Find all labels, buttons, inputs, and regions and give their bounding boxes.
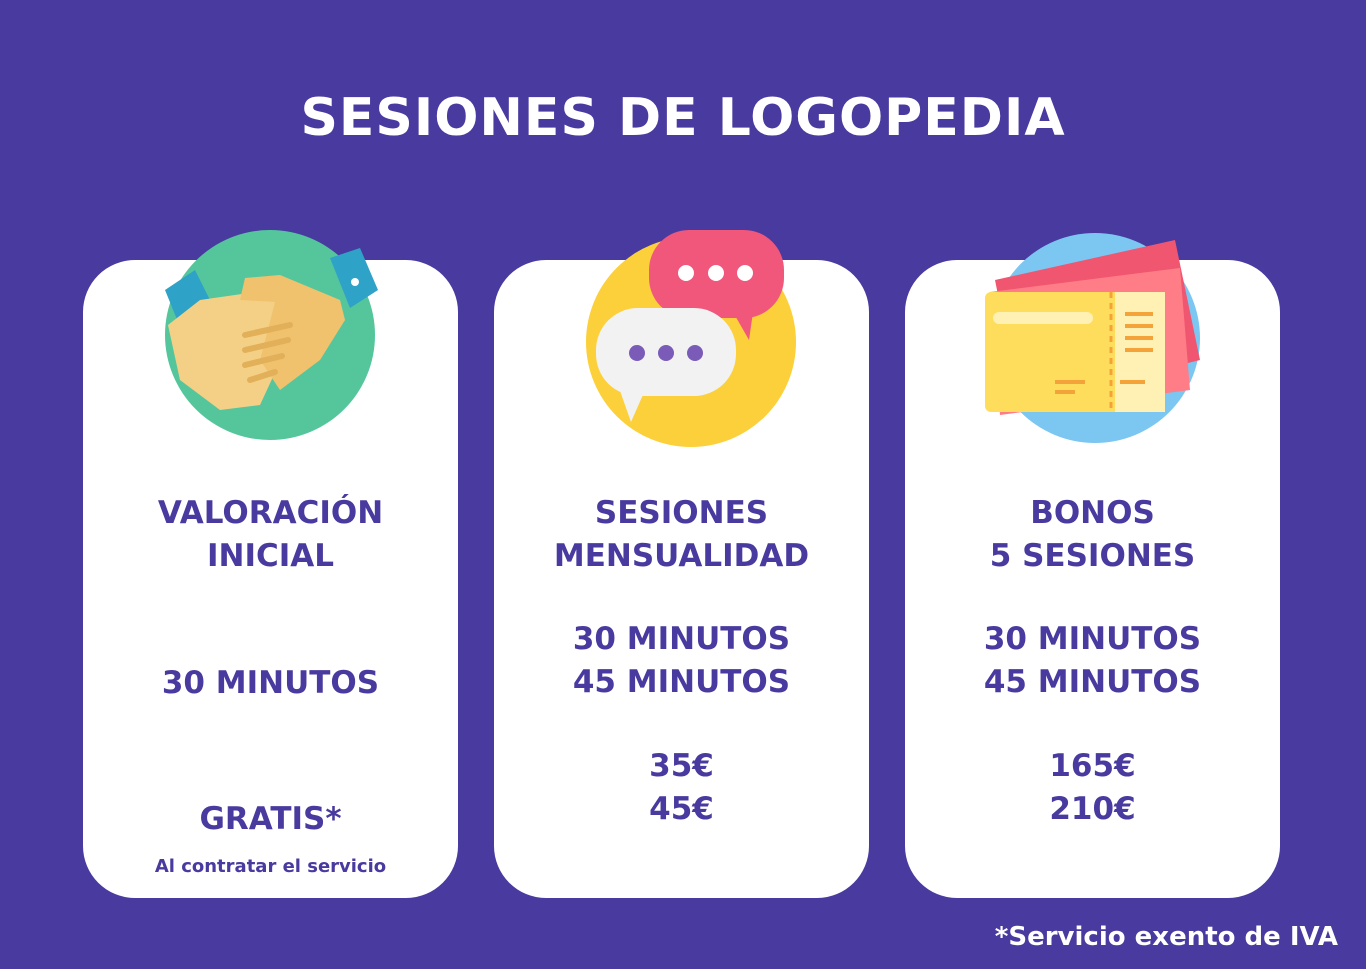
card-note: Al contratar el servicio [154,856,387,877]
card-prices: 165€ 210€ [905,745,1280,831]
card-price: GRATIS* [199,801,342,837]
card-duration: 30 MINUTOS [161,665,380,701]
card-heading-line: INICIAL [206,538,335,574]
card-duration: 30 MINUTOS [983,621,1202,657]
card-heading-line: MENSUALIDAD [553,538,810,574]
card-heading-line: 5 SESIONES [989,538,1196,574]
card-prices: 35€ 45€ [494,745,869,831]
card-price: 35€ [649,748,714,784]
card-heading-line: SESIONES [594,495,769,531]
card-heading: SESIONES MENSUALIDAD [494,492,869,578]
page-title: SESIONES DE LOGOPEDIA [300,88,1066,148]
card-price: 45€ [649,791,714,827]
chat-bubbles-icon [571,230,811,450]
handshake-icon [150,230,390,450]
card-durations: 30 MINUTOS 45 MINUTOS [905,618,1280,704]
card-durations: 30 MINUTOS 45 MINUTOS [494,618,869,704]
card-heading-line: BONOS [1030,495,1155,531]
card-heading: BONOS 5 SESIONES [905,492,1280,578]
card-duration: 30 MINUTOS [572,621,791,657]
footnote: *Servicio exento de IVA [994,922,1338,952]
card-heading: VALORACIÓN INICIAL [83,492,458,578]
card-duration: 45 MINUTOS [572,664,791,700]
card-duration: 45 MINUTOS [983,664,1202,700]
card-heading-line: VALORACIÓN [157,495,384,531]
card-price: 210€ [1049,791,1136,827]
card-price: 165€ [1049,748,1136,784]
tickets-icon [975,230,1215,450]
